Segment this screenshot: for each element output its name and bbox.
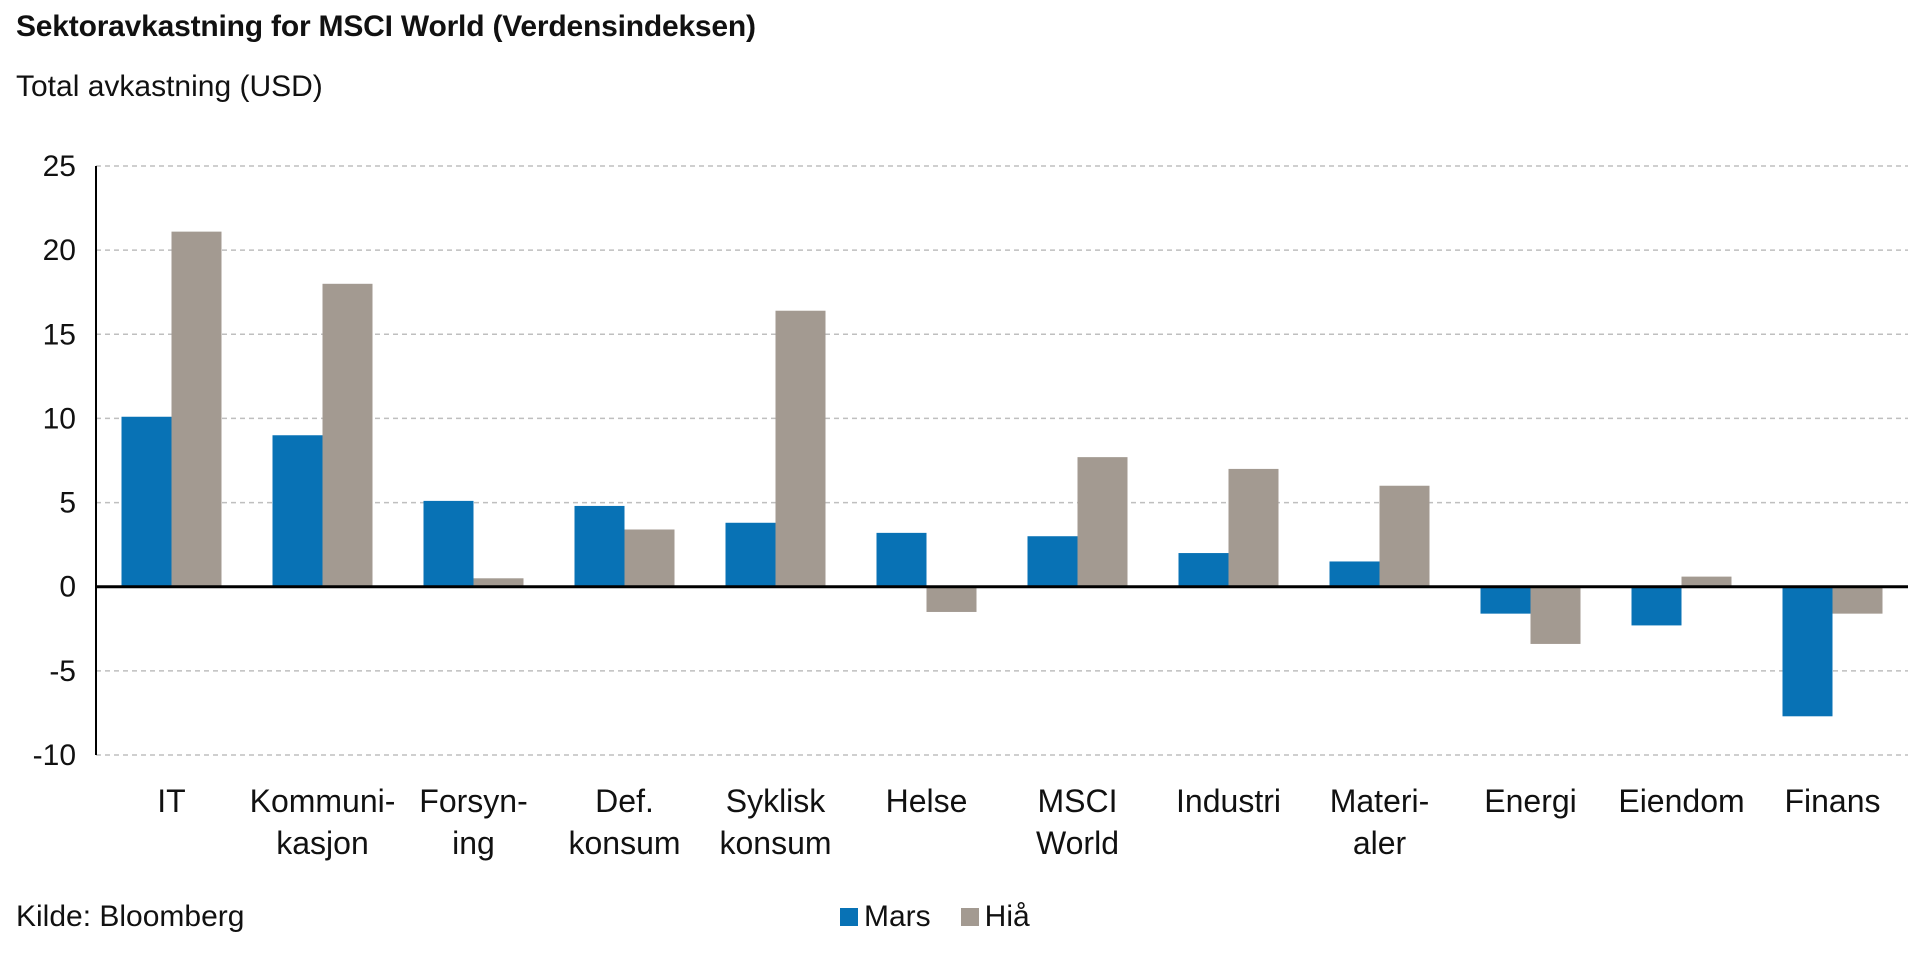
chart-subtitle: Total avkastning (USD) bbox=[16, 70, 323, 103]
x-tick-label: MSCI bbox=[1038, 783, 1118, 819]
x-tick-label: IT bbox=[157, 783, 185, 819]
bar-hia bbox=[322, 283, 373, 587]
x-tick-label: Eiendom bbox=[1618, 783, 1744, 819]
x-tick-label: Helse bbox=[886, 783, 968, 819]
bar-hia bbox=[1530, 586, 1581, 644]
legend-swatch-hia bbox=[960, 908, 979, 926]
bar-hia bbox=[926, 586, 977, 612]
bar-mars bbox=[1631, 586, 1682, 626]
bar-hia bbox=[171, 231, 222, 587]
x-tick-label: kasjon bbox=[276, 825, 369, 861]
bar-hia bbox=[1077, 457, 1128, 587]
x-tick-label: Industri bbox=[1176, 783, 1281, 819]
y-tick-label: 15 bbox=[43, 318, 76, 351]
bar-hia bbox=[1832, 586, 1883, 614]
y-tick-label: 0 bbox=[59, 571, 76, 604]
legend-label-mars: Mars bbox=[864, 900, 931, 933]
bar-mars bbox=[1782, 586, 1833, 717]
bar-hia bbox=[624, 529, 675, 587]
bar-hia bbox=[1681, 576, 1732, 587]
legend-item-hia: Hiå bbox=[960, 900, 1030, 934]
bar-mars bbox=[121, 416, 172, 587]
y-tick-label: -5 bbox=[49, 655, 76, 688]
legend-swatch-mars bbox=[840, 908, 858, 926]
source-note: Kilde: Bloomberg bbox=[16, 900, 245, 933]
bar-mars bbox=[876, 532, 927, 587]
x-tick-label: World bbox=[1036, 825, 1119, 861]
legend: Mars Hiå bbox=[840, 900, 1060, 934]
y-tick-label: 5 bbox=[59, 487, 76, 520]
bar-mars bbox=[725, 522, 776, 587]
x-tick-label: Materi- bbox=[1330, 783, 1430, 819]
bar-mars bbox=[1480, 586, 1531, 614]
bar-hia bbox=[1228, 468, 1279, 587]
y-tick-label: -10 bbox=[33, 739, 76, 772]
x-tick-label: Forsyn- bbox=[419, 783, 527, 819]
x-tick-label: Def. bbox=[595, 783, 654, 819]
bar-mars bbox=[574, 505, 625, 587]
bar-mars bbox=[272, 435, 323, 587]
x-tick-label: Kommuni- bbox=[250, 783, 396, 819]
bar-hia bbox=[1379, 485, 1430, 587]
y-tick-label: 10 bbox=[43, 402, 76, 435]
bar-mars bbox=[423, 500, 474, 587]
y-tick-label: 25 bbox=[43, 150, 76, 183]
bar-mars bbox=[1178, 553, 1229, 587]
x-tick-label: Finans bbox=[1784, 783, 1880, 819]
x-tick-label: konsum bbox=[568, 825, 680, 861]
legend-label-hia: Hiå bbox=[984, 900, 1030, 933]
x-tick-label: ing bbox=[452, 825, 495, 861]
y-tick-label: 20 bbox=[43, 234, 76, 267]
bar-hia bbox=[473, 578, 524, 587]
chart-title: Sektoravkastning for MSCI World (Verdens… bbox=[16, 10, 756, 43]
bar-mars bbox=[1329, 561, 1380, 587]
legend-item-mars: Mars bbox=[840, 900, 931, 934]
x-tick-label: Energi bbox=[1484, 783, 1577, 819]
bar-mars bbox=[1027, 536, 1078, 587]
x-tick-label: konsum bbox=[719, 825, 831, 861]
bar-hia bbox=[775, 310, 826, 587]
x-tick-label: Syklisk bbox=[726, 783, 827, 819]
x-tick-label: aler bbox=[1353, 825, 1407, 861]
